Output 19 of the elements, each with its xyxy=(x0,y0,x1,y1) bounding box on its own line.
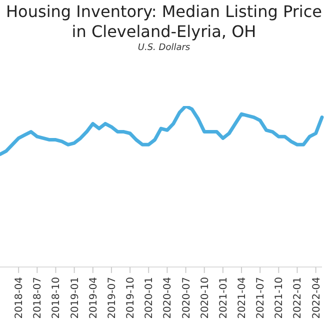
x-tick-label: 2020-04 xyxy=(162,277,174,319)
x-tick-label: 2022-04 xyxy=(311,277,322,319)
x-tick-label: 2021-10 xyxy=(274,277,286,319)
x-tick-label: 2019-10 xyxy=(126,277,137,319)
x-tick-label: 2020-10 xyxy=(200,277,211,319)
x-tick-label: 2021-04 xyxy=(237,277,248,319)
x-tick-label: 2020-07 xyxy=(181,277,192,319)
chart-title: Housing Inventory: Median Listing Price in Cleveland-Elyria, OH xyxy=(5,1,323,42)
x-tick-label: 2018-07 xyxy=(32,277,44,319)
x-tick-label: 2021-07 xyxy=(256,277,267,319)
x-tick-label: 2019-04 xyxy=(88,277,100,319)
x-tick-label: 2018-04 xyxy=(14,277,26,319)
chart-subtitle: U.S. Dollars xyxy=(136,43,192,53)
x-tick-label: 2020-01 xyxy=(144,277,156,319)
x-tick-label: 2018-10 xyxy=(51,277,62,319)
x-tick-label: 2019-07 xyxy=(106,277,118,319)
x-tick-label: 2021-01 xyxy=(218,277,230,319)
x-tick-label: 2019-01 xyxy=(70,277,81,319)
x-tick-label: 2022-01 xyxy=(292,277,304,319)
